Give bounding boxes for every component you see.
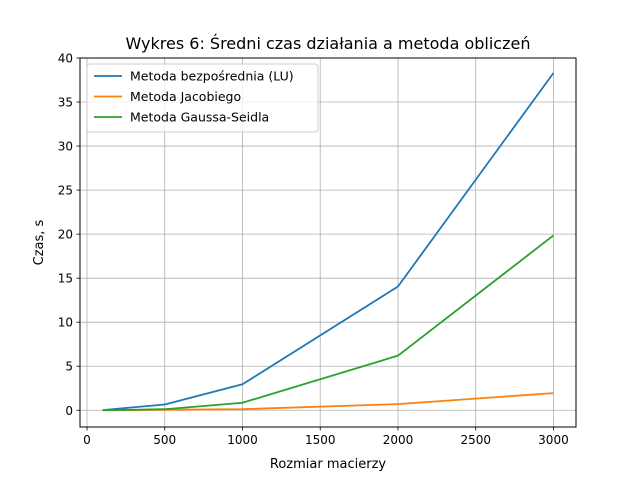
- x-tick-label: 0: [83, 433, 91, 447]
- legend-label: Metoda Jacobiego: [130, 89, 241, 104]
- y-tick-label: 30: [58, 140, 73, 154]
- x-tick-label: 3000: [538, 433, 569, 447]
- legend: Metoda bezpośrednia (LU) Metoda Jacobiego…: [86, 63, 319, 133]
- y-tick-label: 0: [65, 404, 73, 418]
- x-tick-label: 1000: [227, 433, 258, 447]
- y-tick-label: 20: [58, 228, 73, 242]
- x-tick-label: 500: [153, 433, 176, 447]
- x-tick-label: 2500: [460, 433, 491, 447]
- plot-frame: [79, 57, 577, 428]
- y-tick-label: 35: [58, 96, 73, 110]
- series-lines: [102, 72, 555, 412]
- x-tick-label: 1500: [305, 433, 336, 447]
- series-line-1: [102, 72, 555, 411]
- y-axis-label: Czas, s: [32, 219, 47, 265]
- y-tick-label: 15: [58, 272, 73, 286]
- series-line-3: [102, 234, 555, 412]
- legend-box: [86, 63, 319, 133]
- y-tick-label: 25: [58, 184, 73, 198]
- y-tick-label: 40: [58, 52, 73, 66]
- x-axis-label: Rozmiar macierzy: [270, 457, 387, 472]
- chart-title: Wykres 6: Średni czas działania a metoda…: [126, 34, 531, 53]
- legend-label: Metoda Gaussa-Seidla: [130, 110, 269, 125]
- y-tick-label: 5: [65, 360, 73, 374]
- x-axis: 0 500 1000 1500 2000 2500 3000: [83, 427, 569, 447]
- y-tick-label: 10: [58, 316, 73, 330]
- y-axis: 0 5 10 15 20 25 30 35 40: [58, 52, 80, 418]
- legend-label: Metoda bezpośrednia (LU): [130, 69, 294, 84]
- x-tick-label: 2000: [383, 433, 414, 447]
